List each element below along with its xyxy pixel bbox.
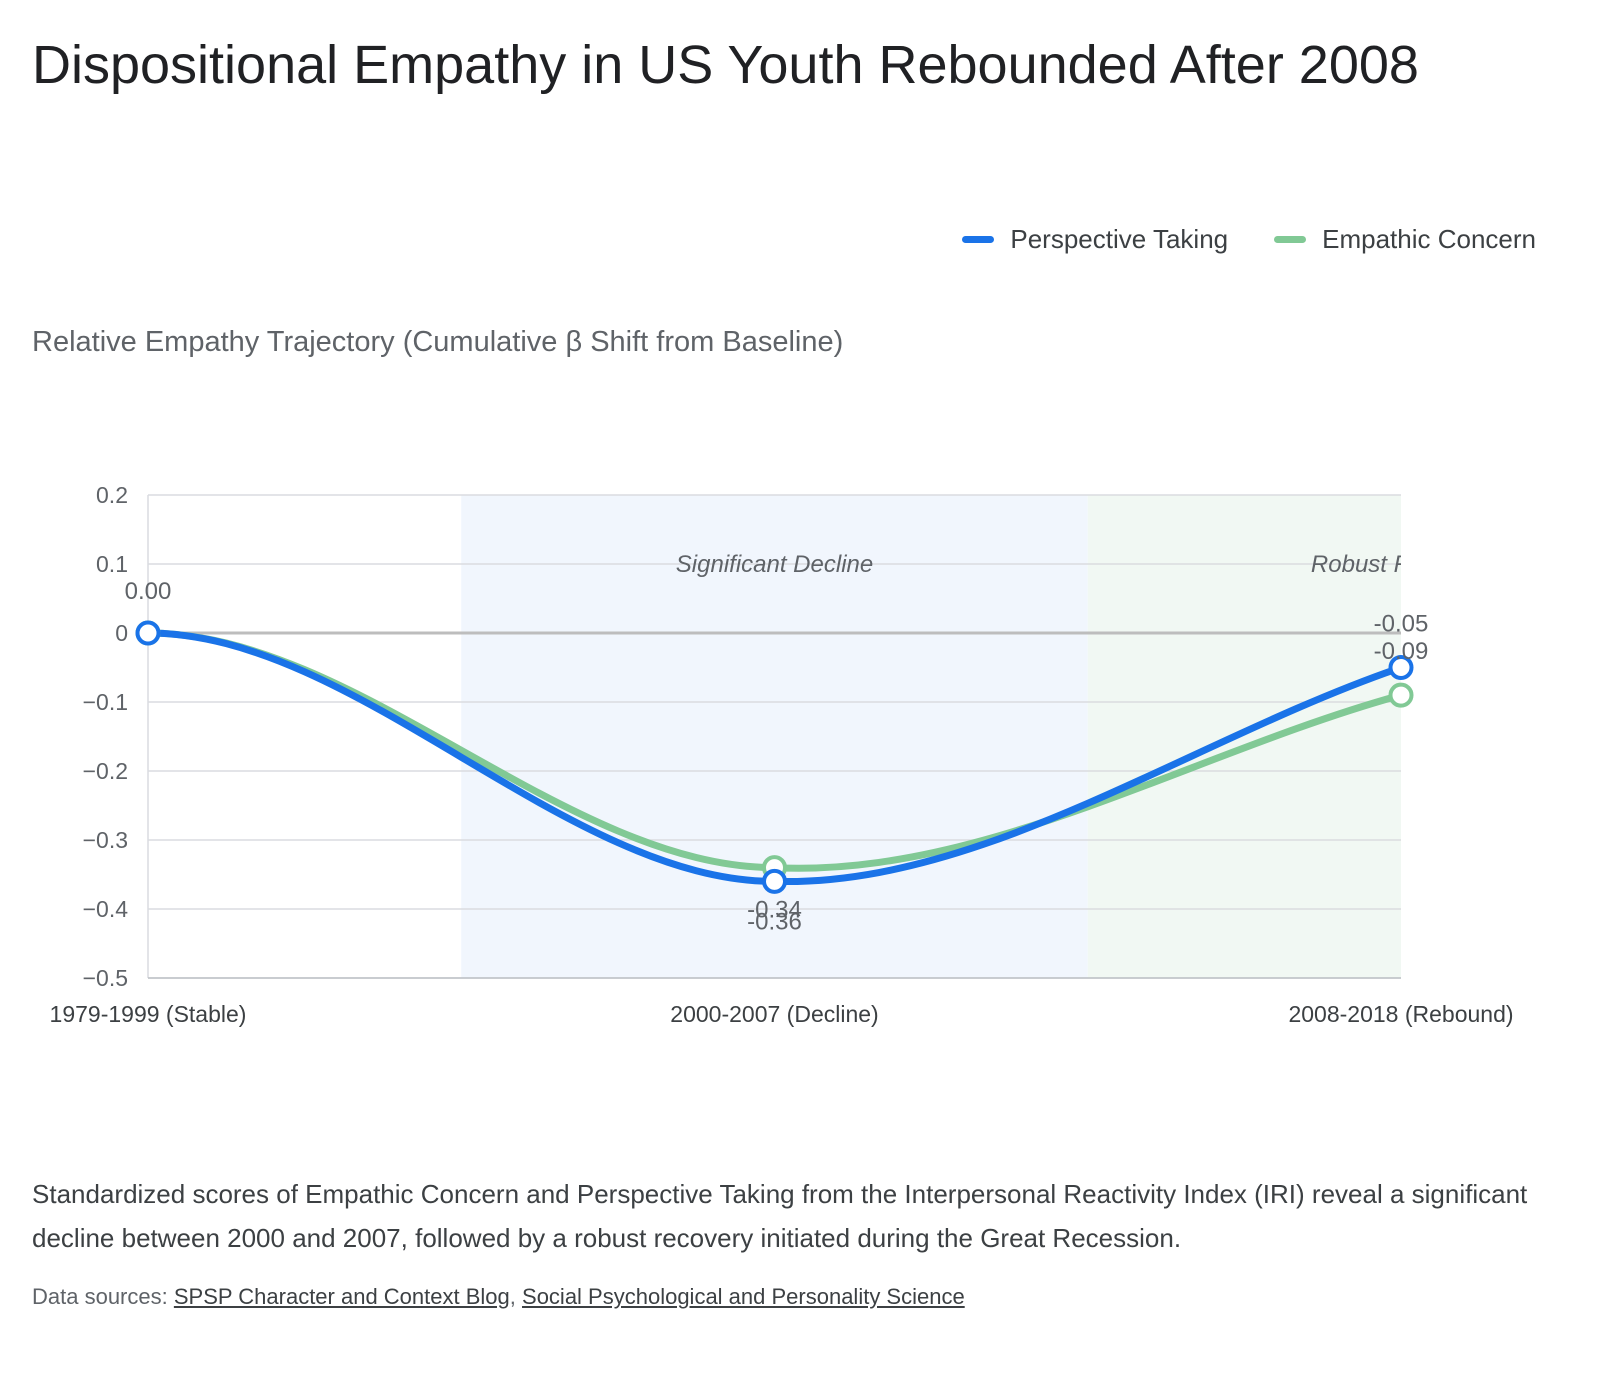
y-tick-label-4: −0.2 xyxy=(83,758,128,784)
y-tick-label-1: 0.1 xyxy=(96,551,128,577)
data-sources: Data sources: SPSP Character and Context… xyxy=(32,1284,965,1310)
y-tick-label-5: −0.3 xyxy=(83,827,128,853)
band-1 xyxy=(1087,495,1401,978)
line-chart: 0.2 0.1 0 −0.1 −0.2 −0.3 −0.4 −0.5 Significant D… xyxy=(50,482,1514,1027)
band-label-1: Robust Rebound xyxy=(1311,551,1492,578)
legend-label-perspective-taking: Perspective Taking xyxy=(1010,224,1229,254)
sources-prefix: Data sources: xyxy=(32,1284,168,1309)
chart-title: Dispositional Empathy in US Youth Reboun… xyxy=(32,35,1419,95)
legend-item-empathic-concern[interactable]: Empathic Concern xyxy=(1274,224,1536,255)
band-labels: Significant Decline Robust Rebound xyxy=(676,551,1492,578)
data-point-1-2 xyxy=(1388,682,1414,708)
data-label-0-1: -0.36 xyxy=(747,908,802,935)
y-tick-label-6: −0.4 xyxy=(83,896,129,922)
chart-subtitle: Relative Empathy Trajectory (Cumulative … xyxy=(32,326,844,358)
legend-swatch-perspective-taking xyxy=(962,236,995,243)
y-tick-label-7: −0.5 xyxy=(83,965,128,991)
y-tick-label-2: 0 xyxy=(115,620,128,646)
band-0 xyxy=(461,495,1088,978)
source-link-spps[interactable]: Social Psychological and Personality Sci… xyxy=(522,1284,965,1309)
x-tick-label-1: 2000-2007 (Decline) xyxy=(670,1001,878,1027)
chart-description: Standardized scores of Empathic Concern … xyxy=(32,1179,1528,1253)
y-tick-label-3: −0.1 xyxy=(83,689,128,715)
data-point-0-0 xyxy=(135,620,161,646)
data-point-0-1 xyxy=(762,868,787,894)
data-label-0-0: 0.00 xyxy=(125,578,172,605)
data-point-0-2 xyxy=(1388,655,1414,680)
legend-label-empathic-concern: Empathic Concern xyxy=(1322,224,1536,254)
legend-swatch-empathic-concern xyxy=(1274,236,1307,243)
sources-separator: , xyxy=(509,1284,516,1309)
source-link-spsp-blog[interactable]: SPSP Character and Context Blog xyxy=(173,1284,510,1309)
data-label-1-1: -0.34 xyxy=(747,897,802,924)
x-tick-label-0: 1979-1999 (Stable) xyxy=(50,1001,247,1027)
band-label-0: Significant Decline xyxy=(676,551,873,578)
data-label-1-2: -0.09 xyxy=(1374,638,1429,665)
legend: Perspective Taking Empathic Concern xyxy=(962,224,1536,255)
legend-item-perspective-taking[interactable]: Perspective Taking xyxy=(962,224,1228,255)
y-tick-label-0: 0.2 xyxy=(96,482,128,508)
x-tick-label-2: 2008-2018 (Rebound) xyxy=(1288,1001,1513,1027)
data-label-0-2: -0.05 xyxy=(1374,611,1429,638)
